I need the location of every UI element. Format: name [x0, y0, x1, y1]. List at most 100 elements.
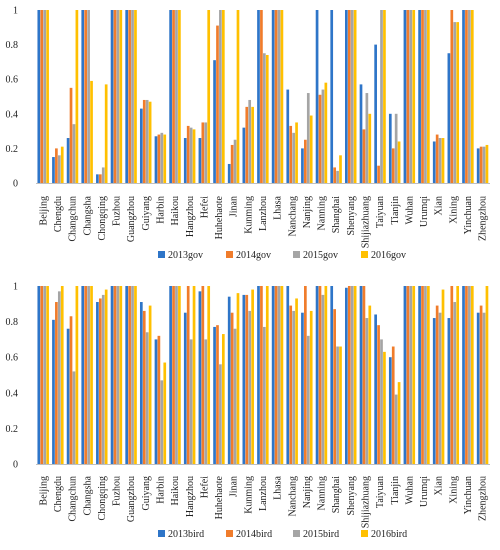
category-label: Taiyuan	[375, 476, 386, 508]
bar	[336, 346, 339, 464]
y-tick-label: 0.6	[6, 353, 19, 364]
bar	[465, 286, 468, 464]
bar	[201, 122, 205, 183]
category-label: Lhasa	[273, 475, 284, 499]
bar	[72, 124, 76, 183]
bar	[221, 10, 225, 183]
bar	[142, 99, 146, 183]
bar	[271, 10, 275, 183]
bar	[227, 296, 231, 464]
bar	[432, 318, 436, 464]
category-label: Guangzhou	[126, 196, 137, 242]
bar	[470, 286, 474, 464]
y-tick-label: 0.2	[6, 144, 19, 155]
bar	[198, 138, 202, 183]
category-label: Changchun	[68, 196, 79, 242]
bar	[391, 148, 395, 183]
bar	[265, 286, 269, 464]
bar	[175, 286, 178, 464]
bar	[391, 346, 395, 464]
bar	[403, 286, 407, 464]
bar	[274, 286, 278, 464]
bar	[248, 310, 252, 464]
bar	[289, 125, 293, 183]
bar	[304, 139, 307, 183]
bar	[485, 144, 489, 183]
bar	[374, 44, 377, 183]
bar	[204, 339, 208, 464]
bar	[365, 93, 369, 183]
bar	[192, 129, 196, 183]
bar	[438, 138, 442, 183]
bar	[104, 289, 108, 464]
bar	[219, 10, 222, 183]
bar	[383, 351, 386, 464]
bar	[447, 53, 451, 183]
bar	[257, 10, 260, 183]
bar	[81, 286, 85, 464]
category-label: Zhengzhou	[478, 196, 489, 241]
legend-label: 2013gov	[168, 250, 203, 261]
bar	[216, 25, 219, 183]
category-label: Zhengzhou	[478, 476, 489, 521]
bar	[324, 82, 328, 183]
bar	[263, 326, 266, 464]
category-label: Haikou	[170, 196, 181, 225]
category-label: Jinan	[229, 196, 240, 217]
category-label: Chongqing	[97, 476, 108, 520]
bar	[482, 312, 486, 464]
legend-label: 2015gov	[303, 250, 338, 261]
legend-swatch	[158, 251, 165, 258]
bar	[280, 286, 284, 464]
bar	[175, 10, 178, 183]
bar	[330, 10, 334, 183]
bar	[245, 294, 249, 464]
bar	[292, 310, 295, 464]
bar	[295, 298, 298, 464]
category-label: Harbin	[155, 196, 166, 224]
bar	[110, 10, 114, 183]
bar	[362, 286, 366, 464]
bar	[427, 10, 430, 183]
bar	[470, 10, 474, 183]
bar	[98, 174, 102, 183]
bar	[201, 286, 205, 464]
bar	[260, 286, 263, 464]
bar	[394, 394, 398, 464]
bar	[468, 10, 471, 183]
bar	[69, 87, 73, 183]
bar	[128, 286, 131, 464]
bar	[157, 335, 161, 464]
bar	[453, 22, 457, 183]
bar	[374, 314, 377, 464]
bar	[350, 286, 354, 464]
category-label: Nanchang	[287, 476, 298, 517]
bar	[274, 10, 278, 183]
y-tick-label: 0	[13, 179, 18, 190]
bar	[280, 10, 284, 183]
bar	[134, 10, 137, 183]
bar	[43, 10, 47, 183]
bar	[468, 286, 471, 464]
category-label: Wuhan	[404, 476, 415, 504]
category-label: Huhehaote	[214, 475, 225, 519]
bar	[324, 286, 328, 464]
legend-label: 2014bird	[236, 529, 272, 540]
bar	[154, 339, 158, 464]
category-label: Changchun	[68, 476, 79, 522]
bar	[186, 125, 190, 183]
category-label: Beijing	[38, 196, 49, 225]
bar	[424, 10, 427, 183]
bar	[347, 10, 351, 183]
bar	[183, 312, 187, 464]
bar	[66, 138, 70, 183]
bar	[295, 122, 298, 183]
bar	[403, 10, 407, 183]
bar	[139, 302, 143, 464]
bar	[263, 53, 266, 183]
bar	[339, 346, 342, 464]
category-label: Fuzhou	[112, 476, 123, 506]
y-tick-label: 0.2	[6, 424, 19, 435]
bar	[345, 10, 348, 183]
bar	[172, 10, 175, 183]
